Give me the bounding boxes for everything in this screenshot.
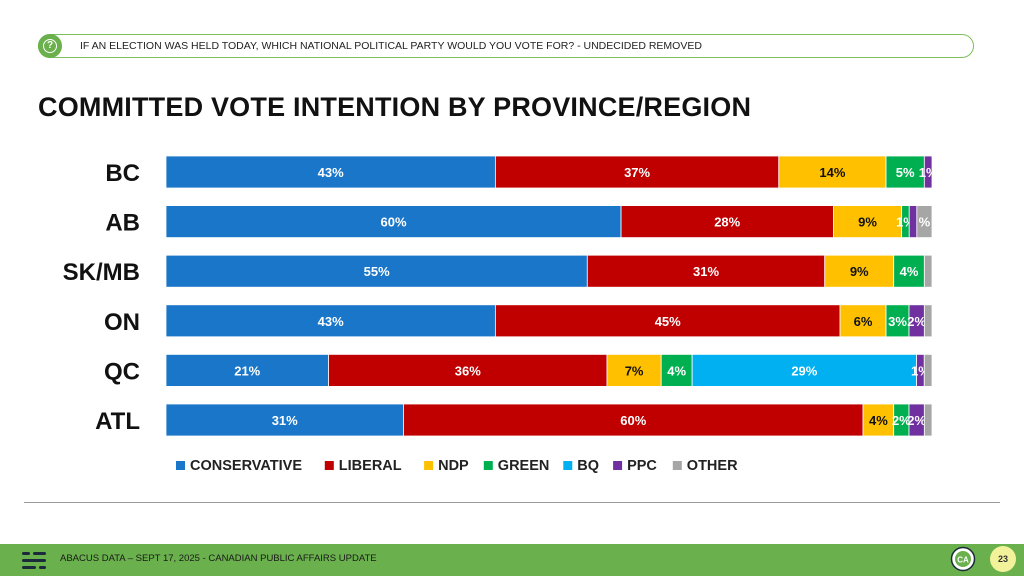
bar-segment-liberal-bc: [494, 155, 780, 189]
data-label: 43%: [318, 314, 344, 329]
chart-title: COMMITTED VOTE INTENTION BY PROVINCE/REG…: [38, 92, 752, 122]
data-label: 9%: [858, 215, 877, 230]
bar-segment-liberal-atl: [403, 403, 864, 437]
bar-segment-green-qc: [660, 353, 693, 387]
legend-label-ppc: PPC: [627, 458, 657, 474]
bar-segment-conservative-ab: [165, 205, 622, 239]
legend-label-liberal: LIBERAL: [339, 458, 402, 474]
question-icon: ?: [38, 34, 62, 58]
bar-segment-liberal-qc: [328, 353, 608, 387]
data-label: 37%: [624, 165, 650, 180]
data-label: 4%: [667, 363, 686, 378]
data-label: 60%: [620, 413, 646, 428]
data-label: 43%: [318, 165, 344, 180]
legend-swatch-liberal: [324, 461, 334, 470]
data-label: 21%: [234, 363, 260, 378]
data-label: 45%: [655, 314, 681, 329]
data-label: 14%: [819, 165, 845, 180]
legend-swatch-ndp: [424, 461, 434, 470]
bar-segment-liberal-sk-mb: [586, 254, 826, 288]
data-label: 60%: [381, 215, 407, 230]
bar-segment-other-sk-mb: [923, 254, 933, 288]
legend-label-bq: BQ: [577, 458, 599, 474]
legend-label-green: GREEN: [498, 458, 550, 474]
bar-segment-conservative-sk-mb: [165, 254, 588, 288]
data-label: 9%: [850, 264, 869, 279]
bar-segment-ppc-ab: [908, 205, 918, 239]
bar-segment-liberal-ab: [620, 205, 834, 239]
data-label: 1%: [919, 165, 938, 180]
legend-swatch-conservative: [176, 461, 185, 470]
bar-segment-conservative-on: [165, 304, 496, 338]
data-label: 2%: [892, 413, 911, 428]
category-label: ATL: [95, 408, 140, 435]
data-label: 2%: [907, 314, 926, 329]
bar-segment-ndp-sk-mb: [824, 254, 895, 288]
bar-segment-conservative-atl: [165, 403, 404, 437]
data-label: 7%: [625, 363, 644, 378]
category-label: BC: [105, 160, 140, 187]
category-label: SK/MB: [63, 259, 140, 286]
data-label: 28%: [714, 215, 740, 230]
data-label: 31%: [272, 413, 298, 428]
bar-segment-ndp-qc: [606, 353, 662, 387]
data-label: 6%: [854, 314, 873, 329]
data-label: 5%: [896, 165, 915, 180]
legend-label-conservative: CONSERVATIVE: [190, 458, 302, 474]
question-text: IF AN ELECTION WAS HELD TODAY, WHICH NAT…: [80, 40, 702, 52]
data-label: 55%: [364, 264, 390, 279]
bar-segment-other-atl: [923, 403, 933, 437]
category-label: ON: [104, 309, 140, 336]
bar-segment-green-sk-mb: [893, 254, 925, 288]
legend-label-ndp: NDP: [438, 458, 469, 474]
brand-badge-icon: CA: [950, 546, 976, 572]
abacus-logo-icon: [22, 552, 46, 569]
divider: [24, 502, 1000, 503]
data-label: %: [919, 215, 931, 230]
brand-badge-text: CA: [957, 556, 969, 565]
page-number: 23: [990, 546, 1016, 572]
data-label: 3%: [888, 314, 907, 329]
category-label: AB: [105, 210, 140, 237]
legend-swatch-green: [483, 461, 493, 470]
data-label: 4%: [900, 264, 919, 279]
bar-segment-liberal-on: [494, 304, 841, 338]
bar-segment-other-on: [923, 304, 933, 338]
bar-segment-ndp-ab: [833, 205, 903, 239]
data-label: 4%: [869, 413, 888, 428]
legend-swatch-ppc: [613, 461, 623, 470]
bar-segment-other-qc: [923, 353, 933, 387]
footer-bar: [0, 544, 1024, 576]
data-label: 2%: [907, 413, 926, 428]
stacked-bar-chart: BC 43% 37% 14% 5% 1%AB 60% 28% 9% 1% %SK/MB 55% 31% 9…: [62, 155, 938, 474]
footer-text: ABACUS DATA – SEPT 17, 2025 - CANADIAN P…: [60, 553, 377, 564]
bar-segment-conservative-bc: [165, 155, 496, 189]
bar-segment-conservative-qc: [165, 353, 329, 387]
bar-segment-ppc-bc: [923, 155, 933, 189]
bar-segment-bq-qc: [691, 353, 917, 387]
legend-swatch-other: [672, 461, 682, 470]
data-label: 36%: [455, 363, 481, 378]
bar-segment-other-ab: [916, 205, 933, 239]
legend-label-other: OTHER: [687, 458, 738, 474]
data-label: 31%: [693, 264, 719, 279]
bar-segment-ndp-on: [839, 304, 887, 338]
bar-segment-green-bc: [885, 155, 925, 189]
legend-swatch-bq: [563, 461, 573, 470]
category-label: QC: [104, 358, 140, 385]
data-label: 29%: [791, 363, 817, 378]
